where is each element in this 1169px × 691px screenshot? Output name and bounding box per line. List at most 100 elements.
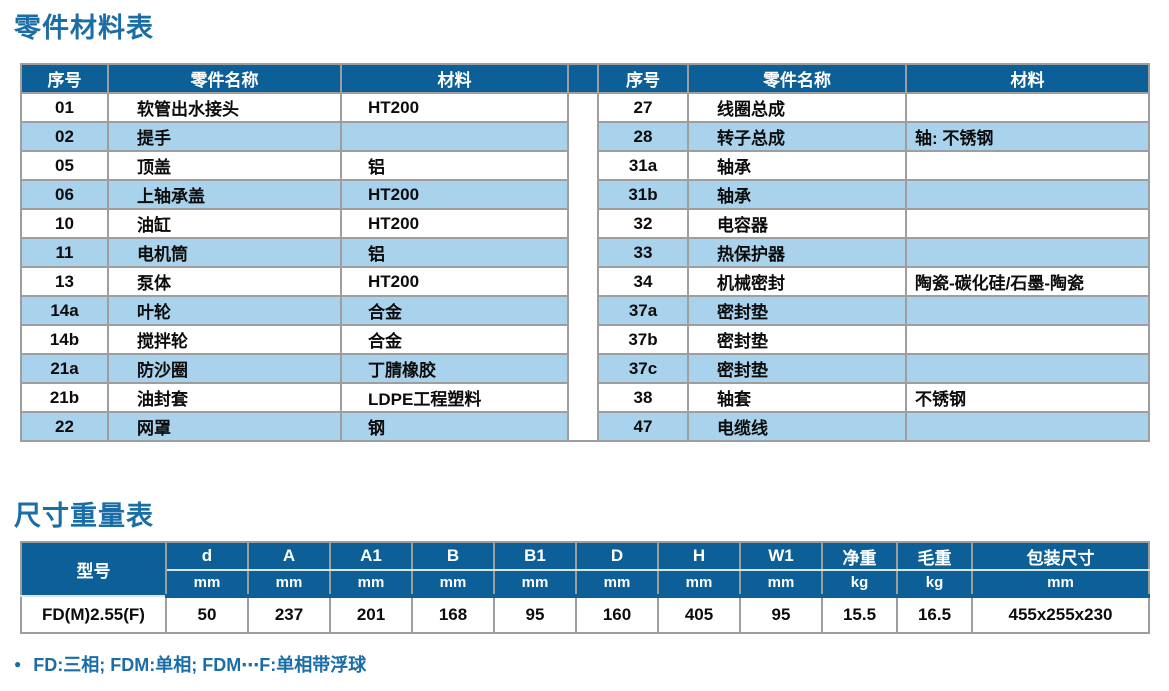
- parts-row: 05 顶盖铝 31a 轴承: [20, 150, 1150, 181]
- part-name-cell: 线圈总成: [687, 92, 907, 123]
- material-cell: HT200: [340, 92, 569, 123]
- part-name-cell: 泵体: [107, 266, 342, 297]
- dims-value-cell: 405: [657, 595, 741, 634]
- material-cell: [905, 150, 1150, 181]
- material-cell: HT200: [340, 208, 569, 239]
- part-name-cell: 叶轮: [107, 295, 342, 326]
- part-name-cell: 转子总成: [687, 121, 907, 152]
- serial-cell: 13: [20, 266, 109, 297]
- dims-value-cell: 15.5: [821, 595, 898, 634]
- material-cell: [340, 121, 569, 152]
- model-legend-text: FD:三相; FDM:单相; FDM⋯F:单相带浮球: [33, 655, 367, 675]
- material-cell: [905, 411, 1150, 442]
- part-name-cell: 油封套: [107, 382, 342, 413]
- dims-value-cell: 95: [739, 595, 823, 634]
- serial-cell: 37c: [597, 353, 689, 384]
- parts-row: 13 泵体 HT200 34 机械密封 陶瓷-碳化硅/石墨-陶瓷: [20, 266, 1150, 297]
- parts-row: 01 软管出水接头 HT200 27 线圈总成: [20, 92, 1150, 442]
- col-header-serial-right: 序号: [597, 63, 689, 94]
- dims-value-cell: 95: [493, 595, 577, 634]
- material-cell: 铝: [340, 237, 569, 268]
- dims-col-label: B: [411, 541, 495, 571]
- dims-col-unit: mm: [247, 569, 331, 598]
- parts-row: 11 电机筒铝 33 热保护器: [20, 237, 1150, 268]
- dims-col-label: D: [575, 541, 659, 571]
- header-spacer: [567, 63, 599, 94]
- serial-cell: 37b: [597, 324, 689, 355]
- parts-row: 06 上轴承盖 HT200 31b 轴承: [20, 179, 1150, 210]
- material-cell: 铝: [340, 150, 569, 181]
- dims-value-cell: 168: [411, 595, 495, 634]
- part-name-cell: 网罩: [107, 411, 342, 442]
- part-name-cell: 机械密封: [687, 266, 907, 297]
- parts-row: 21a 防沙圈 丁腈橡胶 37c 密封垫: [20, 353, 1150, 384]
- dims-col-label: W1: [739, 541, 823, 571]
- material-cell: 轴: 不锈钢: [905, 121, 1150, 152]
- dims-value-cell: 201: [329, 595, 413, 634]
- part-name-cell: 提手: [107, 121, 342, 152]
- parts-table-body: 01 软管出水接头 HT200 27 线圈总成 02 提手 28 转子总成 轴: 不锈钢 05 顶盖铝…: [20, 92, 1150, 442]
- material-cell: 钢: [340, 411, 569, 442]
- serial-cell: 14a: [20, 295, 109, 326]
- dims-table-body: FD(M)2.55(F) 50 237 201 168 95 160 405 95 15.5 16.…: [20, 595, 1150, 634]
- dims-col-label: A1: [329, 541, 413, 571]
- serial-cell: 21b: [20, 382, 109, 413]
- serial-cell: 10: [20, 208, 109, 239]
- material-cell: [905, 295, 1150, 326]
- parts-header-row: 序号 零件名称 材料 序号 零件名称 材料: [20, 63, 1150, 94]
- model-legend-note: ● FD:三相; FDM:单相; FDM⋯F:单相带浮球: [14, 651, 366, 677]
- part-name-cell: 热保护器: [687, 237, 907, 268]
- serial-cell: 05: [20, 150, 109, 181]
- material-cell: [905, 92, 1150, 123]
- part-name-cell: 电缆线: [687, 411, 907, 442]
- serial-cell: 02: [20, 121, 109, 152]
- dims-col-label: 包装尺寸: [971, 541, 1150, 571]
- serial-cell: 34: [597, 266, 689, 297]
- material-cell: [905, 324, 1150, 355]
- dims-col-unit: mm: [165, 569, 249, 598]
- serial-cell: 21a: [20, 353, 109, 384]
- dims-col-unit: mm: [971, 569, 1150, 598]
- col-header-material-right: 材料: [905, 63, 1150, 94]
- part-name-cell: 软管出水接头: [107, 92, 342, 123]
- dims-col-label: d: [165, 541, 249, 571]
- serial-cell: 11: [20, 237, 109, 268]
- part-name-cell: 顶盖: [107, 150, 342, 181]
- parts-row: 21b 油封套 LDPE工程塑料 38 轴套 不锈钢: [20, 382, 1150, 413]
- part-name-cell: 密封垫: [687, 353, 907, 384]
- serial-cell: 31b: [597, 179, 689, 210]
- part-name-cell: 上轴承盖: [107, 179, 342, 210]
- material-cell: [905, 353, 1150, 384]
- parts-row: 22 网罩钢 47 电缆线: [20, 411, 1150, 442]
- dims-table-title: 尺寸重量表: [14, 501, 154, 531]
- material-cell: [905, 208, 1150, 239]
- parts-table-title: 零件材料表: [14, 13, 154, 43]
- part-name-cell: 轴承: [687, 150, 907, 181]
- material-cell: 陶瓷-碳化硅/石墨-陶瓷: [905, 266, 1150, 297]
- dims-col-unit: mm: [493, 569, 577, 598]
- dims-col-label: H: [657, 541, 741, 571]
- serial-cell: 33: [597, 237, 689, 268]
- part-name-cell: 搅拌轮: [107, 324, 342, 355]
- dims-col-unit: kg: [821, 569, 898, 598]
- dims-col-unit: mm: [739, 569, 823, 598]
- dims-col-unit: mm: [657, 569, 741, 598]
- dims-header-units-row: mm mm mm mm mm mm mm mm kg kg mm: [21, 569, 1150, 598]
- material-cell: HT200: [340, 179, 569, 210]
- material-cell: 不锈钢: [905, 382, 1150, 413]
- col-header-name-right: 零件名称: [687, 63, 907, 94]
- material-cell: LDPE工程塑料: [340, 382, 569, 413]
- part-name-cell: 油缸: [107, 208, 342, 239]
- table-gap-spacer: [567, 92, 599, 442]
- material-cell: 合金: [340, 324, 569, 355]
- dims-col-unit: mm: [329, 569, 413, 598]
- material-cell: 合金: [340, 295, 569, 326]
- dims-col-unit: mm: [411, 569, 495, 598]
- dims-header-labels-row: 型号 d A A1 B B1 D H W1 净重 毛重 包装尺寸: [20, 541, 1150, 597]
- dims-value-cell: 455x255x230: [971, 595, 1150, 634]
- dims-value-cell: 237: [247, 595, 331, 634]
- part-name-cell: 密封垫: [687, 324, 907, 355]
- serial-cell: 47: [597, 411, 689, 442]
- parts-material-table: 序号 零件名称 材料 序号 零件名称 材料 01 软管出水接头 HT200 27 线圈总…: [20, 63, 1150, 442]
